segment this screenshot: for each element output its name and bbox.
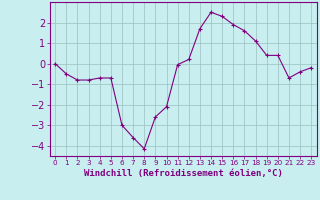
X-axis label: Windchill (Refroidissement éolien,°C): Windchill (Refroidissement éolien,°C) <box>84 169 283 178</box>
